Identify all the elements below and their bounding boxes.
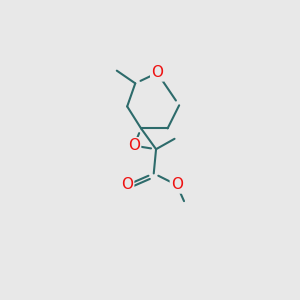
Text: O: O [128, 138, 140, 153]
Text: O: O [171, 178, 183, 193]
Text: O: O [121, 178, 133, 193]
Text: O: O [151, 65, 163, 80]
